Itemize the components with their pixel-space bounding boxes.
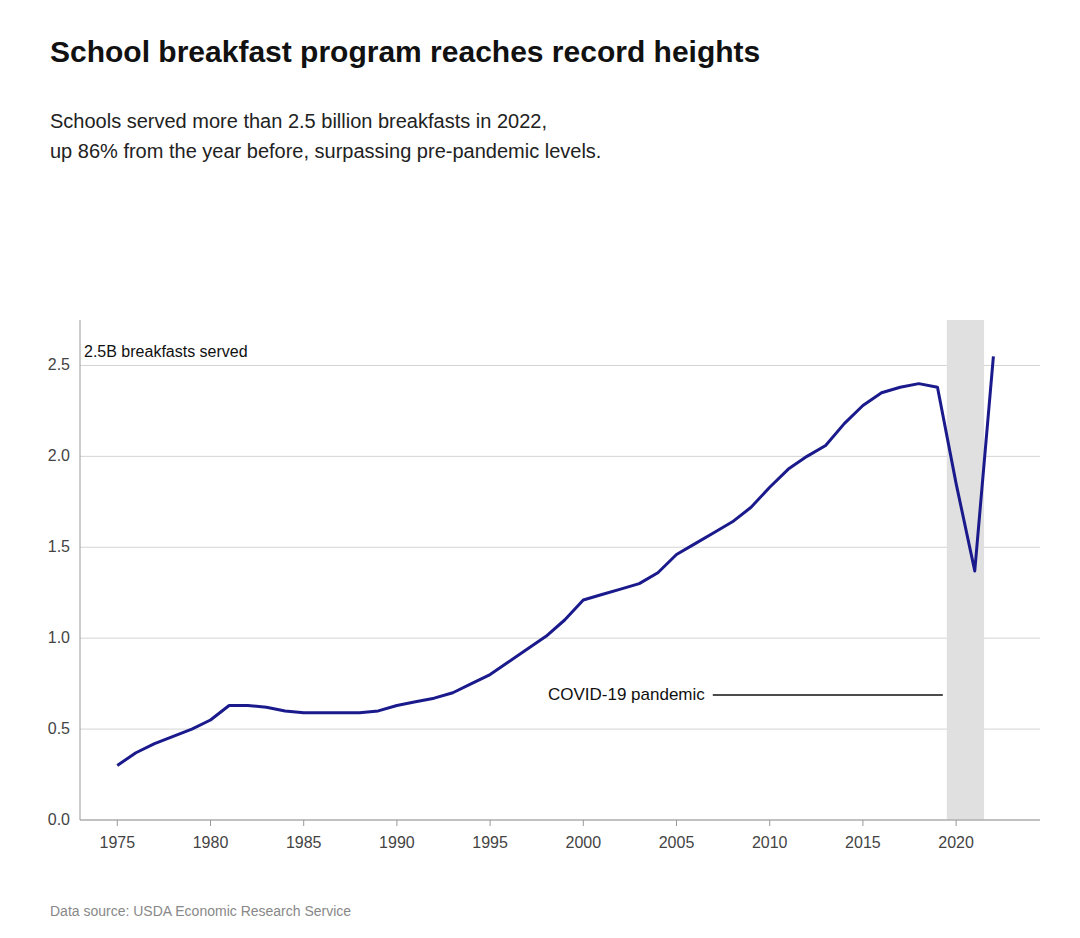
x-tick [676,820,677,826]
grid-line [80,365,1040,366]
source: Data source: USDA Economic Research Serv… [50,903,351,919]
x-tick-label: 2000 [566,834,602,851]
x-tick [956,820,957,826]
data-line [117,356,993,765]
y-tick-label: 0.5 [48,720,70,737]
x-tick-label: 2005 [659,834,695,851]
y-tick-label: 1.5 [48,538,70,555]
x-tick [769,820,770,826]
x-tick [396,820,397,826]
x-tick-label: 2020 [938,834,974,851]
grid-line [80,638,1040,639]
grid [80,365,1040,820]
grid-line [80,547,1040,548]
x-tick [303,820,304,826]
y-label: 2.5B breakfasts served [84,343,248,360]
x-tick [862,820,863,826]
annotation: COVID-19 pandemic [548,685,705,704]
x-tick-label: 2015 [845,834,881,851]
y-tick-label: 0.0 [48,811,70,828]
x-tick-label: 1995 [472,834,508,851]
x-tick-label: 1990 [379,834,415,851]
shaded-range [947,320,984,820]
x-tick [210,820,211,826]
x-tick-label: 2010 [752,834,788,851]
x-tick-label: 1980 [193,834,229,851]
plot-area [117,320,993,820]
y-tick-label: 1.0 [48,629,70,646]
x-axis-line [80,820,1040,821]
grid-line [80,820,1040,821]
annotation-line [713,694,943,696]
y-axis-line [80,320,81,820]
x-tick [583,820,584,826]
background [0,0,1080,938]
y-tick-label: 2.5 [48,356,70,373]
title: School breakfast program reaches record … [50,35,760,68]
subtitle: Schools served more than 2.5 billion bre… [50,110,601,162]
chart: School breakfast program reaches record … [0,0,1080,938]
grid-line [80,456,1040,457]
grid-line [80,729,1040,730]
x-tick [117,820,118,826]
y-tick-label: 2.0 [48,447,70,464]
x-tick-label: 1985 [286,834,322,851]
x-tick-label: 1975 [99,834,135,851]
x-tick [490,820,491,826]
